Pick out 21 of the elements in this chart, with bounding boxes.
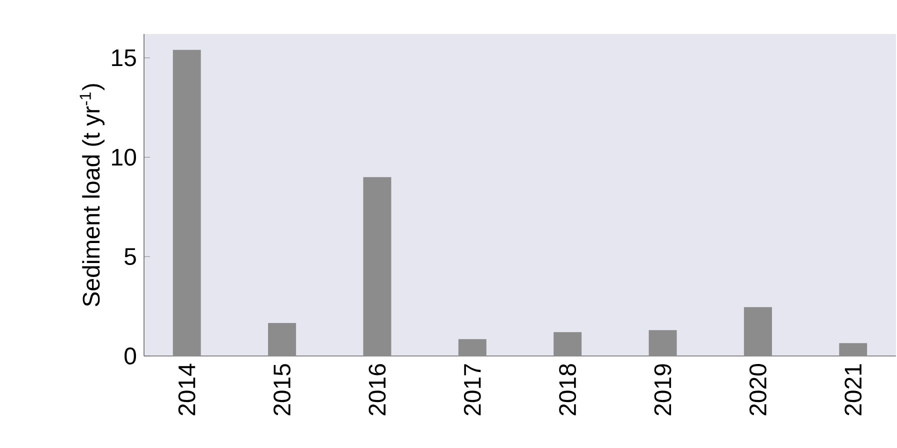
y-axis-title: Sediment load (t yr$^{-1}$) [80, 84, 105, 306]
x-tick-label: 2018 [559, 364, 576, 416]
y-tick-label: 10 [112, 148, 136, 166]
y-tick-label: 15 [112, 49, 136, 66]
bar [744, 307, 772, 356]
x-tick-label: 2014 [178, 364, 196, 416]
x-tick-label: 2019 [654, 364, 672, 416]
bar [458, 339, 486, 356]
x-tick-label: 2016 [368, 364, 386, 416]
bar [268, 322, 296, 356]
bar [172, 50, 201, 356]
y-tick-label: 5 [124, 248, 136, 265]
bar [839, 343, 868, 356]
bar [554, 332, 582, 356]
x-tick-label: 2015 [274, 364, 291, 416]
bar [648, 330, 677, 356]
x-tick-label: 2017 [464, 364, 481, 416]
x-tick-label: 2021 [844, 364, 862, 416]
bar [363, 177, 392, 356]
y-tick-label: 0 [124, 348, 136, 364]
x-tick-label: 2020 [749, 364, 766, 416]
